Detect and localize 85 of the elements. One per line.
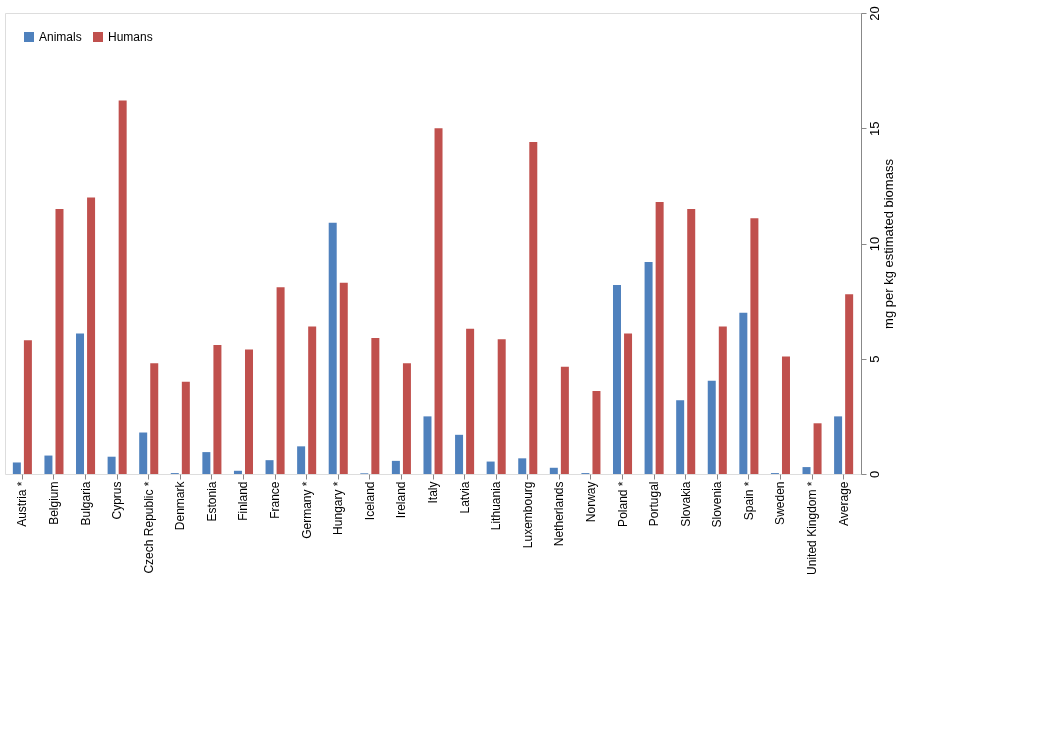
bar <box>339 282 348 474</box>
bar <box>592 391 601 474</box>
bar <box>624 333 633 474</box>
bar <box>845 294 854 474</box>
bar <box>181 381 190 474</box>
bar <box>12 462 21 474</box>
legend-label: Animals <box>39 30 82 44</box>
x-tick-label: Slovakia <box>678 481 693 527</box>
bar <box>23 340 32 474</box>
bar <box>44 455 53 474</box>
x-tick-label: Finland <box>236 481 251 521</box>
bar <box>644 261 653 474</box>
bar <box>739 312 748 474</box>
bar <box>497 339 506 474</box>
bar <box>834 416 843 474</box>
y-tick-label: 0 <box>866 470 882 479</box>
bar <box>612 284 621 474</box>
y-tick-label: 15 <box>866 121 882 136</box>
bar <box>802 467 811 474</box>
bar <box>213 344 222 474</box>
x-tick-label: Ireland <box>394 481 409 519</box>
bar <box>676 400 685 474</box>
bar <box>781 356 790 474</box>
bar <box>245 349 254 474</box>
bar <box>308 326 317 474</box>
bar <box>371 338 380 474</box>
x-tick-label: Poland * <box>615 481 630 527</box>
x-tick-label: Lithuania <box>489 481 504 531</box>
bar <box>655 202 664 474</box>
bar <box>518 458 527 474</box>
x-tick-label: Luxembourg <box>520 481 535 549</box>
x-tick-label: Denmark <box>173 480 188 531</box>
y-tick-label: 5 <box>866 355 882 363</box>
bar <box>328 222 337 474</box>
bar <box>265 460 274 474</box>
x-tick-label: Latvia <box>457 481 472 514</box>
bar <box>434 128 443 474</box>
x-tick-label: Czech Republic * <box>141 481 156 574</box>
x-tick-label: Austria * <box>15 481 30 527</box>
y-tick-label: 20 <box>866 6 882 21</box>
x-tick-label: Cyprus <box>110 481 125 520</box>
bar <box>76 333 85 474</box>
bar <box>750 218 759 474</box>
bar <box>202 452 211 474</box>
x-tick-label: Norway <box>583 481 598 523</box>
y-tick-label: 10 <box>866 236 882 252</box>
x-tick-label: Estonia <box>204 481 219 522</box>
bar <box>813 423 822 474</box>
bar <box>55 208 64 474</box>
bar <box>233 470 242 474</box>
x-tick-label: Spain * <box>741 481 756 521</box>
bar <box>423 416 432 474</box>
bar <box>276 287 285 474</box>
bar <box>560 366 569 474</box>
x-tick-label: Portugal <box>647 481 662 527</box>
bar <box>402 363 411 474</box>
bar <box>529 142 538 474</box>
bar <box>107 456 116 474</box>
y-axis-title: mg per kg estimated biomass <box>880 158 896 329</box>
x-tick-label: Average <box>836 481 851 526</box>
bar <box>297 446 306 474</box>
x-tick-label: Iceland <box>362 481 377 521</box>
bar <box>455 434 464 474</box>
bar <box>150 363 159 474</box>
bar <box>486 461 495 474</box>
x-tick-label: Italy <box>426 481 440 504</box>
x-tick-label: Slovenia <box>710 481 725 528</box>
bar <box>707 380 716 474</box>
legend-label: Humans <box>108 30 153 44</box>
x-tick-label: Hungary * <box>331 481 346 535</box>
x-tick-label: France <box>268 481 283 519</box>
bar <box>391 460 400 474</box>
x-tick-label: Sweden <box>773 481 788 525</box>
bar <box>549 467 558 474</box>
x-tick-label: Bulgaria <box>78 481 93 526</box>
bar <box>139 432 148 474</box>
bar <box>87 197 96 474</box>
bar <box>118 100 127 474</box>
x-tick-label: Germany * <box>299 481 314 539</box>
bar <box>466 328 475 474</box>
bar <box>687 208 696 474</box>
x-tick-label: Netherlands <box>552 481 567 547</box>
x-tick-label: Belgium <box>46 481 61 525</box>
x-tick-label: United Kingdom * <box>805 481 820 575</box>
bar <box>718 326 727 474</box>
